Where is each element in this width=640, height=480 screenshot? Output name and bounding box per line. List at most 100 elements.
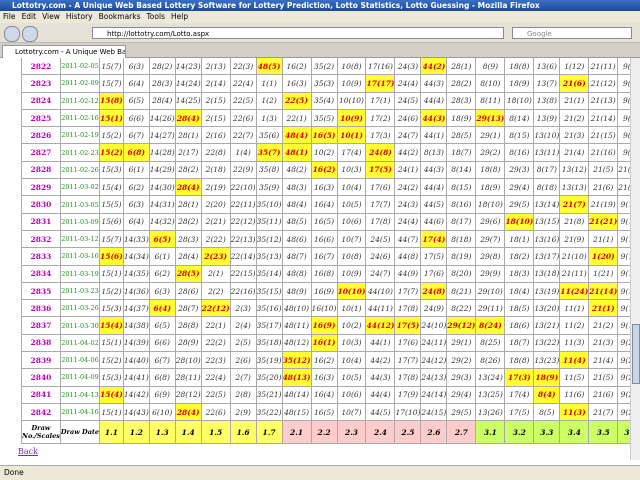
number-cell: 6(1) [148, 247, 176, 266]
menu-item[interactable]: Bookmarks [98, 12, 141, 21]
search-box[interactable]: Google [512, 27, 632, 39]
number-cell: 28(4) [148, 91, 176, 110]
number-cell: 9(19) [617, 316, 630, 335]
number-cell: 14(31) [148, 195, 176, 214]
number-cell: 8(18) [446, 229, 477, 249]
menu-item[interactable]: History [65, 12, 93, 21]
number-cell: 6(3) [122, 58, 150, 76]
number-cell: 24(11) [420, 333, 448, 353]
stop-button[interactable] [58, 26, 72, 40]
number-cell: 16(4) [310, 385, 338, 404]
number-cell: 16(4) [310, 195, 338, 214]
menu-item[interactable]: Edit [21, 12, 37, 21]
number-cell: 35(10) [255, 195, 283, 214]
number-cell: 21(7) [588, 402, 619, 422]
number-cell: 10(6) [336, 212, 367, 231]
number-cell: 10(4) [336, 178, 367, 197]
number-cell: 10(10) [336, 91, 367, 110]
number-cell: 6(5) [122, 91, 150, 110]
number-cell: 14(23) [174, 58, 202, 76]
draw-number: 2822 [21, 58, 61, 76]
draw-date: 2011-03-12 [59, 229, 101, 249]
draw-number: 2832 [21, 229, 61, 249]
number-cell: 18(3) [504, 264, 535, 283]
home-button[interactable] [74, 26, 88, 40]
number-cell: 10(9) [336, 108, 367, 128]
back-link[interactable]: Back [18, 447, 38, 456]
number-cell: 1(4) [229, 143, 257, 162]
menu-item[interactable]: View [42, 12, 60, 21]
number-cell: 28(1) [174, 195, 202, 214]
tab[interactable]: Lottotry.com - A Unique Web Based ... [2, 45, 126, 58]
number-cell: 29(2) [446, 351, 477, 370]
number-cell: 14(24) [174, 74, 202, 93]
scale-header: 1.7 [255, 420, 283, 445]
number-cell: 21(19) [588, 195, 619, 214]
number-cell: 22(15) [229, 264, 257, 283]
number-cell: 29(9) [475, 264, 506, 283]
number-cell: 15(4) [99, 178, 124, 197]
number-cell: 24(6) [365, 247, 396, 266]
number-cell: 24(1) [394, 160, 422, 180]
forward-button[interactable] [22, 26, 38, 42]
draw-date: 2011-04-09 [59, 368, 101, 387]
menu-item[interactable]: Tools [146, 12, 165, 21]
number-cell: 17(5) [365, 160, 396, 180]
number-cell: 24(3) [394, 195, 422, 214]
number-cell: 22(4) [229, 74, 257, 93]
number-cell: 16(7) [310, 247, 338, 266]
number-cell: 35(14) [255, 264, 283, 283]
scale-header: 3.6 [617, 420, 630, 445]
number-cell: 28(4) [174, 178, 202, 197]
number-cell: 35(16) [255, 299, 283, 318]
number-cell: 13(11) [533, 143, 561, 162]
number-cell: 21(7) [559, 195, 590, 214]
table-row: 2828 2011-02-26 15(3) 6(1) 14(29) 28(2) 2(18) 2… [21, 160, 630, 180]
number-cell: 18(9) [446, 108, 477, 128]
menu-item[interactable]: Help [170, 12, 189, 21]
reload-button[interactable] [42, 26, 56, 40]
number-cell: 48(14) [281, 385, 312, 404]
menu-item[interactable]: File [3, 12, 16, 21]
number-cell: 28(5) [446, 126, 477, 145]
number-cell: 10(9) [336, 74, 367, 93]
number-cell: 6(9) [148, 385, 176, 404]
number-cell: 24(7) [365, 264, 396, 283]
number-cell: 17(2) [365, 108, 396, 128]
scrollbar[interactable] [630, 58, 640, 460]
tab-bar: Lottotry.com - A Unique Web Based ... [0, 43, 640, 58]
number-cell: 16(5) [310, 212, 338, 231]
scroll-thumb[interactable] [632, 324, 640, 384]
number-cell: 2(9) [229, 402, 257, 422]
number-cell: 22(5) [229, 91, 257, 110]
number-cell: 21(11) [588, 58, 619, 76]
number-cell: 14(40) [122, 351, 150, 370]
number-cell: 35(17) [255, 316, 283, 335]
number-cell: 9(16) [617, 264, 630, 283]
draw-number: 2839 [21, 351, 61, 370]
number-cell: 2(21) [200, 212, 231, 231]
number-cell: 35(2) [310, 58, 338, 76]
back-button[interactable] [4, 26, 20, 42]
number-cell: 44(11) [365, 299, 396, 318]
number-cell: 22(8) [200, 143, 231, 162]
address-bar[interactable]: http://lottotry.com/Lotto.aspx [92, 27, 504, 39]
number-cell: 13(23) [533, 351, 561, 370]
number-cell: 29(10) [475, 281, 506, 301]
number-cell: 21(15) [588, 126, 619, 145]
number-cell: 21(4) [559, 143, 590, 162]
page-content: 2822 2011-02-05 15(7) 6(3) 28(2) 14(23) 2(13) 2… [0, 58, 630, 460]
number-cell: 22(12) [229, 212, 257, 231]
number-cell: 48(6) [281, 229, 312, 249]
number-cell: 28(9) [174, 333, 202, 353]
number-cell: 35(22) [255, 402, 283, 422]
number-cell: 22(2) [200, 333, 231, 353]
number-cell: 14(42) [122, 385, 150, 404]
table-row: 2833 2011-03-16 15(6) 14(34) 6(1) 28(4) 2(23) 2… [21, 247, 630, 266]
number-cell: 16(6) [310, 229, 338, 249]
number-cell: 24(4) [394, 74, 422, 93]
number-cell: 9(8) [617, 126, 630, 145]
number-cell: 8(5) [533, 402, 561, 422]
number-cell: 13(24) [475, 368, 506, 387]
number-cell: 17(8) [394, 368, 422, 387]
